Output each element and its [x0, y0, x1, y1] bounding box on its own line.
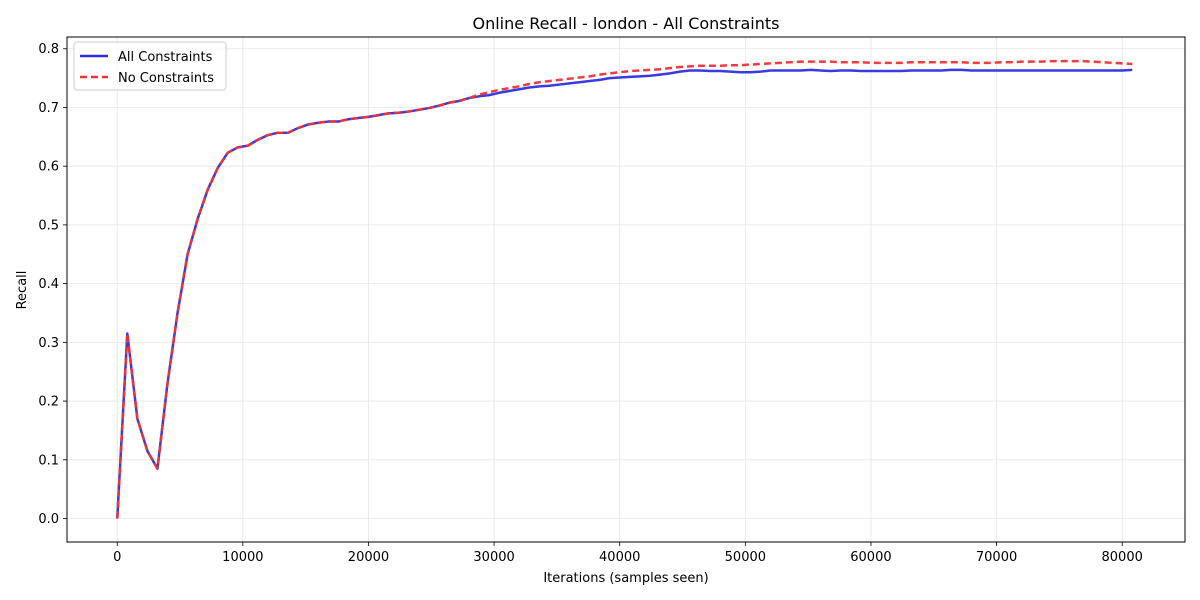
y-tick-label: 0.3 [38, 336, 59, 351]
plot-frame [66, 36, 1186, 543]
x-tick-label: 30000 [473, 550, 514, 565]
series-layer [116, 59, 1133, 519]
series-line-all-constraints [116, 68, 1133, 519]
x-tick-label: 10000 [222, 550, 263, 565]
legend-box [73, 41, 227, 91]
x-tick-label: 20000 [348, 550, 389, 565]
y-axis-ticks: 0.0 0.1 0.2 0.3 0.4 0.5 0.6 0.7 0.8 [38, 42, 67, 527]
x-axis-ticks: 0 10000 20000 30000 40000 50000 60000 70000 8000… [113, 542, 1143, 565]
x-tick-label: 50000 [725, 550, 766, 565]
y-tick-label: 0.8 [38, 42, 59, 57]
plot-area [67, 37, 1185, 542]
x-tick-label: 60000 [850, 550, 891, 565]
x-tick-label: 40000 [599, 550, 640, 565]
y-tick-label: 0.4 [38, 277, 59, 292]
y-tick-label: 0.7 [38, 101, 59, 116]
y-tick-label: 0.6 [38, 160, 59, 175]
legend: All Constraints No Constraints [73, 41, 227, 91]
y-axis-label: Recall [15, 271, 30, 310]
y-tick-label: 0.0 [38, 512, 59, 527]
legend-label-all-constraints: All Constraints [118, 50, 213, 65]
x-tick-label: 70000 [976, 550, 1017, 565]
legend-label-no-constraints: No Constraints [118, 71, 214, 86]
y-tick-label: 0.5 [38, 218, 59, 233]
y-tick-label: 0.2 [38, 395, 59, 410]
y-tick-label: 0.1 [38, 453, 59, 468]
grid [67, 37, 1185, 542]
chart-title: Online Recall - london - All Constraints [473, 14, 780, 33]
series-line-no-constraints [116, 59, 1133, 519]
x-tick-label: 80000 [1102, 550, 1143, 565]
x-axis-label: Iterations (samples seen) [543, 571, 708, 586]
x-tick-label: 0 [113, 550, 121, 565]
